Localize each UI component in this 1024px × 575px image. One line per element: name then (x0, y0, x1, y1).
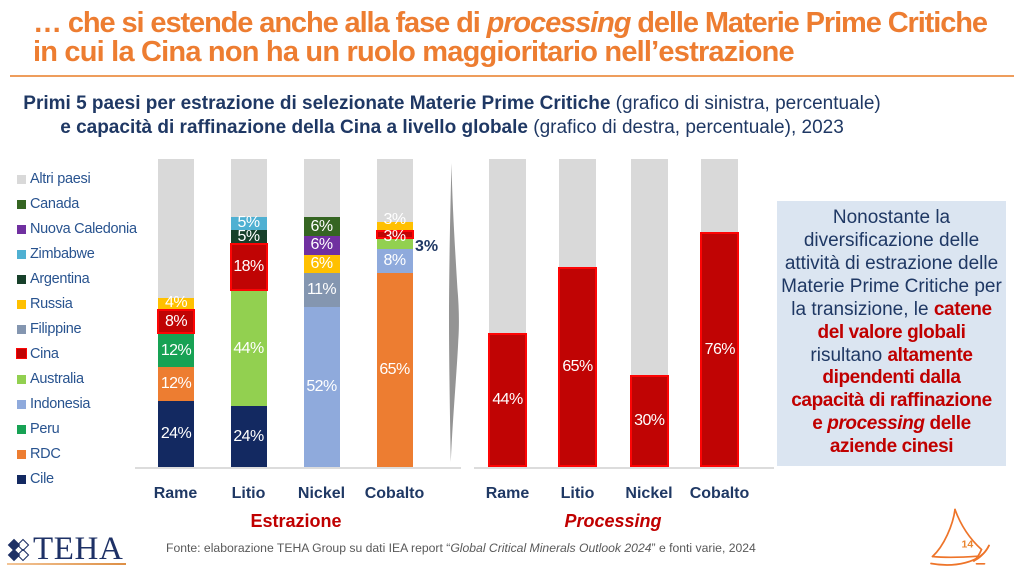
svg-text:14: 14 (962, 539, 974, 551)
